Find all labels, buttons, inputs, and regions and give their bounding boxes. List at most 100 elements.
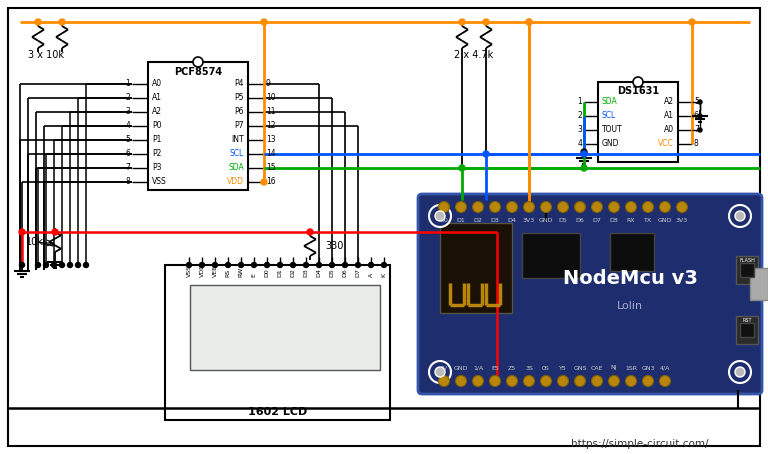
Bar xyxy=(740,263,754,277)
Circle shape xyxy=(429,361,451,383)
Text: INT: INT xyxy=(231,135,244,144)
Text: 3V3: 3V3 xyxy=(523,217,535,222)
Text: K: K xyxy=(382,273,386,277)
Bar xyxy=(736,316,758,344)
Text: D5: D5 xyxy=(558,217,568,222)
Text: GND: GND xyxy=(602,139,620,148)
Text: P4: P4 xyxy=(234,79,244,89)
Bar xyxy=(190,285,380,370)
Circle shape xyxy=(472,202,484,212)
Text: E: E xyxy=(251,273,257,277)
Text: 7: 7 xyxy=(694,125,699,134)
Circle shape xyxy=(574,375,585,386)
Circle shape xyxy=(591,375,603,386)
Circle shape xyxy=(84,262,88,267)
Text: Lolin: Lolin xyxy=(617,301,644,311)
Text: D7: D7 xyxy=(356,268,360,277)
Text: NJ: NJ xyxy=(611,365,617,370)
Circle shape xyxy=(193,57,203,67)
Circle shape xyxy=(689,19,695,25)
Circle shape xyxy=(483,151,489,157)
Text: SDA: SDA xyxy=(228,163,244,173)
Text: D2: D2 xyxy=(290,268,296,277)
Circle shape xyxy=(459,165,465,171)
Circle shape xyxy=(75,262,81,267)
Text: 6: 6 xyxy=(125,149,130,158)
Bar xyxy=(165,265,390,420)
Circle shape xyxy=(591,202,603,212)
Circle shape xyxy=(643,375,654,386)
Text: D7: D7 xyxy=(593,217,601,222)
Circle shape xyxy=(489,375,501,386)
Circle shape xyxy=(277,262,283,267)
Text: 9: 9 xyxy=(266,79,271,89)
Text: 10: 10 xyxy=(266,94,276,103)
Circle shape xyxy=(526,19,532,25)
Text: 11: 11 xyxy=(266,108,276,117)
Text: SCL: SCL xyxy=(230,149,244,158)
Text: 10k: 10k xyxy=(26,237,44,247)
Circle shape xyxy=(59,262,65,267)
Text: 12: 12 xyxy=(266,122,276,130)
Text: 1602 LCD: 1602 LCD xyxy=(248,407,307,417)
Circle shape xyxy=(541,375,551,386)
Text: D4: D4 xyxy=(316,268,322,277)
Text: 2: 2 xyxy=(125,94,130,103)
Circle shape xyxy=(524,202,535,212)
Circle shape xyxy=(307,229,313,235)
Text: RW: RW xyxy=(239,267,243,277)
Bar xyxy=(740,323,754,337)
Text: P2: P2 xyxy=(152,149,161,158)
Circle shape xyxy=(19,262,25,267)
Text: 1/A: 1/A xyxy=(473,365,483,370)
Text: 0S: 0S xyxy=(542,365,550,370)
Text: 16: 16 xyxy=(266,178,276,187)
Circle shape xyxy=(435,367,445,377)
Circle shape xyxy=(729,361,751,383)
Circle shape xyxy=(19,229,25,235)
Circle shape xyxy=(660,202,670,212)
Text: A1: A1 xyxy=(664,112,674,120)
Text: 5: 5 xyxy=(694,98,699,107)
Circle shape xyxy=(608,375,620,386)
Circle shape xyxy=(698,114,702,118)
Text: D8: D8 xyxy=(610,217,618,222)
Text: P1: P1 xyxy=(152,135,161,144)
Text: 3: 3 xyxy=(125,108,130,117)
Circle shape xyxy=(735,211,745,221)
Text: P6: P6 xyxy=(234,108,244,117)
Text: 1: 1 xyxy=(125,79,130,89)
Circle shape xyxy=(558,375,568,386)
Bar xyxy=(522,233,580,278)
Circle shape xyxy=(581,151,587,157)
FancyBboxPatch shape xyxy=(418,194,762,394)
Circle shape xyxy=(52,229,58,235)
Circle shape xyxy=(541,202,551,212)
Circle shape xyxy=(489,202,501,212)
Text: VCC: VCC xyxy=(658,139,674,148)
Text: 13: 13 xyxy=(266,135,276,144)
Text: TOUT: TOUT xyxy=(602,125,623,134)
Text: RX: RX xyxy=(627,217,635,222)
Circle shape xyxy=(329,262,335,267)
Text: 5: 5 xyxy=(125,135,130,144)
Text: 1: 1 xyxy=(578,98,582,107)
Text: 2: 2 xyxy=(578,112,582,120)
Circle shape xyxy=(735,367,745,377)
Bar xyxy=(610,233,654,271)
Text: CAE: CAE xyxy=(591,365,603,370)
Text: P0: P0 xyxy=(152,122,161,130)
Circle shape xyxy=(343,262,347,267)
Text: 3 x 10k: 3 x 10k xyxy=(28,50,64,60)
Text: D0: D0 xyxy=(439,217,449,222)
Bar xyxy=(148,62,248,190)
Circle shape xyxy=(429,205,451,227)
Circle shape xyxy=(51,262,57,267)
Text: GND: GND xyxy=(454,365,468,370)
Circle shape xyxy=(382,262,386,267)
Text: 4/A: 4/A xyxy=(660,365,670,370)
Circle shape xyxy=(455,375,466,386)
Circle shape xyxy=(455,202,466,212)
Circle shape xyxy=(200,262,204,267)
Text: D3: D3 xyxy=(491,217,499,222)
